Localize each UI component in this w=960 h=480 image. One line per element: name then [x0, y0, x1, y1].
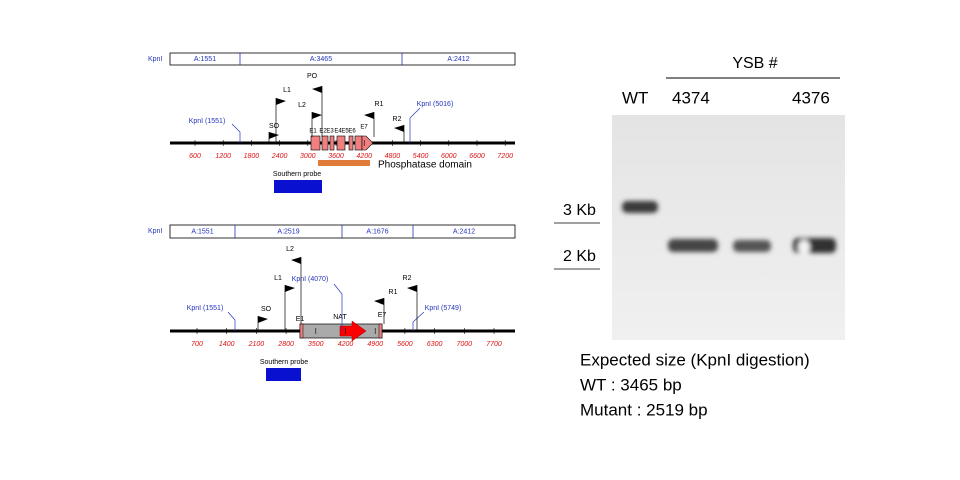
restriction-box: [169, 52, 516, 66]
tick-label: 2400: [271, 153, 288, 160]
caption: WT : 3465 bp: [580, 375, 682, 394]
primer-label: L2: [298, 102, 306, 109]
site: KpnI (1551): [187, 305, 224, 312]
primer-label: SO: [269, 123, 280, 130]
primer-flag: [276, 98, 286, 105]
primer-label: R2: [403, 275, 412, 282]
exon-label: E7: [378, 312, 387, 319]
exon-label: E6: [348, 129, 356, 135]
exon-label: E7: [360, 125, 368, 131]
nat-arrow: [339, 320, 367, 342]
enzyme: KpnI: [148, 228, 162, 235]
exon-label: E4: [334, 129, 342, 135]
tick-label: 6000: [441, 153, 457, 160]
probe: [274, 180, 322, 193]
primer-label: R1: [375, 101, 384, 108]
size-label: 2 Kb: [563, 248, 596, 265]
exon-label: E2: [319, 129, 327, 135]
exon: [378, 323, 383, 339]
primer-flag: [285, 285, 295, 292]
tick-label: 6600: [469, 153, 485, 160]
exon-label: E1: [309, 129, 317, 135]
tick-label: 7700: [486, 341, 502, 348]
primer-flag: [394, 125, 404, 132]
enzyme: KpnI: [148, 56, 162, 63]
gel-image: [612, 115, 845, 340]
exon-label: E1: [296, 316, 305, 323]
tick-label: 3500: [308, 341, 324, 348]
tick-label: 5600: [397, 341, 413, 348]
group-label: YSB #: [732, 55, 777, 72]
tick-label: 2100: [248, 341, 265, 348]
primer-flag: [374, 298, 384, 305]
tick-label: 3600: [328, 153, 344, 160]
probe: [266, 368, 301, 381]
lane-label: WT: [622, 88, 648, 107]
fragment: A:1676: [366, 228, 388, 235]
fragment: A:3465: [310, 56, 332, 63]
tick-label: 1400: [219, 341, 235, 348]
tick-label: 7000: [457, 341, 473, 348]
lane-label: 4376: [792, 88, 830, 107]
primer-label: L2: [286, 246, 294, 253]
tick-label: 7200: [497, 153, 513, 160]
probe-label: Southern probe: [273, 171, 321, 178]
domain-bar: [318, 160, 370, 166]
tick-label: 4900: [367, 341, 383, 348]
tick-label: 4200: [338, 341, 354, 348]
tick-label: 1200: [215, 153, 231, 160]
lane-label: 4374: [672, 88, 710, 107]
size-label: 3 Kb: [563, 202, 596, 219]
caption: Mutant : 2519 bp: [580, 400, 708, 419]
primer-label: PO: [307, 73, 318, 80]
tick-label: 5400: [413, 153, 429, 160]
site: KpnI (5749): [425, 305, 462, 312]
primer-label: SO: [261, 306, 272, 313]
site-line: [231, 123, 241, 143]
primer-flag: [407, 285, 417, 292]
fragment: A:1551: [191, 228, 213, 235]
primer-label: R2: [393, 116, 402, 123]
fragment: A:1551: [194, 56, 216, 63]
fragment: A:2412: [453, 228, 475, 235]
site: KpnI (4070): [292, 276, 329, 283]
exon-label: E3: [326, 129, 334, 135]
site-line: [333, 283, 343, 331]
site-line: [227, 311, 236, 331]
caption: Expected size (KpnI digestion): [580, 350, 810, 369]
exons: [310, 135, 374, 151]
domain-label: Phosphatase domain: [378, 160, 472, 171]
primer-label: R1: [389, 289, 398, 296]
primer-flag: [312, 112, 322, 119]
site-line: [412, 311, 425, 331]
marker-label: NAT: [333, 314, 347, 321]
primer-label: L1: [283, 87, 291, 94]
fragment: A:2412: [447, 56, 469, 63]
fragment: A:2519: [277, 228, 299, 235]
restriction-box: [169, 224, 516, 239]
tick-label: 4200: [356, 153, 372, 160]
primer-flag: [291, 257, 301, 264]
tick-label: 700: [191, 341, 203, 348]
primer-flag: [258, 316, 268, 323]
tick-label: 6300: [427, 341, 443, 348]
tick-label: 600: [189, 153, 201, 160]
primer-label: L1: [274, 275, 282, 282]
primer-flag: [269, 132, 279, 139]
exon-label: E5: [341, 129, 349, 135]
site-line: [409, 107, 421, 143]
primer-flag: [312, 86, 322, 93]
primer-flag: [364, 112, 374, 119]
exon: [299, 323, 304, 339]
site: KpnI (1551): [189, 118, 226, 125]
site: KpnI (5016): [417, 101, 454, 108]
bands: [622, 201, 836, 254]
tick-label: 3000: [300, 153, 316, 160]
probe-label: Southern probe: [260, 359, 308, 366]
tick-label: 1800: [244, 153, 260, 160]
tick-label: 4800: [385, 153, 401, 160]
tick-label: 2800: [277, 341, 294, 348]
